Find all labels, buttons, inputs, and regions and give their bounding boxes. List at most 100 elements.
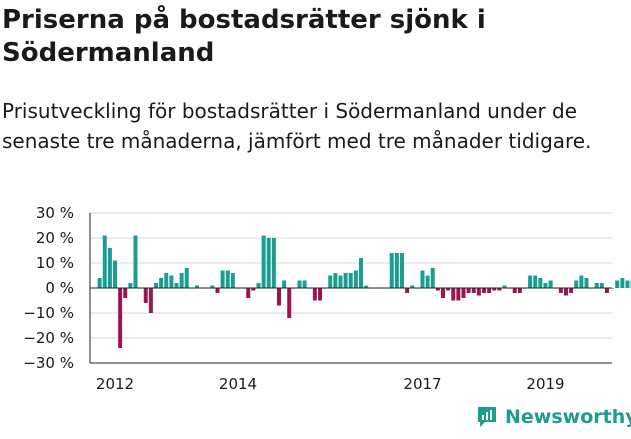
y-tick-label: 10 % [36,254,74,272]
bar [123,288,128,298]
y-tick-label: −30 % [23,354,74,372]
bar [169,275,174,288]
bar [97,278,102,288]
bar [502,285,507,288]
bar [225,270,230,288]
bar [312,288,317,301]
bar [574,280,579,288]
bar [625,280,630,288]
bar [266,238,271,288]
bar [282,280,287,288]
bar [118,288,123,348]
bar [364,285,369,288]
chart-subtitle: Prisutveckling för bostadsrätter i Söder… [2,99,592,153]
bar [333,273,338,288]
bar [148,288,153,313]
bar [174,283,179,288]
bar [615,280,620,288]
bar [271,238,276,288]
bar [410,285,415,288]
y-tick-label: −10 % [23,304,74,322]
bar [569,288,574,293]
bar [476,288,481,296]
bar [317,288,322,301]
bar [102,235,107,288]
bar [456,288,461,301]
bar [338,275,343,288]
newsworthy-logo-icon [478,407,496,427]
bar [512,288,517,293]
x-tick-label: 2012 [96,375,134,393]
bar [492,288,497,291]
bar [179,273,184,288]
bar [210,285,215,288]
bar [563,288,568,296]
brand-name: Newsworthy [505,406,631,428]
axes [89,213,612,364]
bar [353,270,358,288]
bar [302,280,307,288]
bar [394,253,399,288]
bar [425,275,430,288]
bar [358,258,363,288]
bar [430,268,435,288]
bar [154,283,158,288]
bar [251,288,256,291]
y-tick-label: −20 % [23,329,74,347]
bar [594,283,599,288]
bar [143,288,148,303]
bar [610,288,615,289]
y-tick-label: 30 % [36,204,74,222]
bar [461,288,466,298]
bar [184,268,189,288]
bar [620,278,625,288]
brand: Newsworthy [476,405,631,429]
tick-labels: 30 % 20 % 10 % 0 % −10 % −20 % −30 % 2012 2014 20… [23,204,564,393]
bar-series [97,235,631,348]
bar [517,288,522,293]
bar [446,288,451,291]
bar [604,288,609,293]
bar [348,273,353,288]
bar [420,270,425,288]
bar [405,288,410,293]
chart-title: Priserna på bostadsrätter sjönk i Söderm… [2,5,486,68]
bar [543,283,548,288]
bar [159,278,164,288]
bar [164,273,169,288]
bar [481,288,486,293]
bar [113,260,117,288]
bar [287,288,292,318]
bar [215,288,220,293]
bar [133,235,138,288]
bar [261,235,266,288]
bar [107,248,112,288]
bar [128,283,133,288]
bar [538,278,543,288]
bar [533,275,538,288]
bar [328,275,333,288]
bar [487,288,492,293]
bar [584,278,589,288]
bar [276,288,281,306]
bar [497,288,502,291]
bar [195,285,199,288]
bar [343,273,348,288]
bar [528,275,533,288]
bar [220,270,225,288]
bar [558,288,563,293]
bar [599,283,604,288]
bar [579,275,584,288]
x-tick-label: 2014 [219,375,257,393]
bar [440,288,445,298]
bar [435,288,440,291]
bar [297,280,302,288]
x-tick-label: 2019 [526,375,564,393]
bar [256,283,261,288]
bar [399,253,404,288]
bar [230,273,235,288]
bar [451,288,456,301]
bar [389,253,394,288]
x-tick-label: 2017 [403,375,441,393]
